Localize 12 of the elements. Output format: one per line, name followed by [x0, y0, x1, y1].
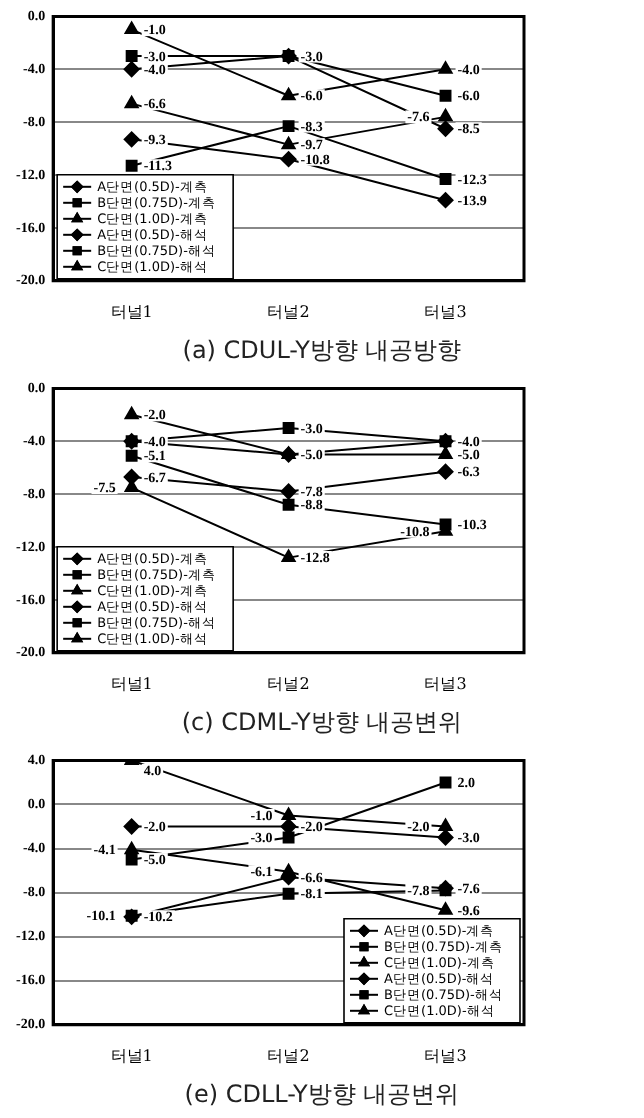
x-tick-label: 터널1 [110, 302, 153, 321]
x-tick-label: 터널2 [267, 674, 310, 693]
text: (c) CDML-Y방향 내공변위 [179, 706, 465, 740]
x-tick-label: 터널3 [424, 1046, 467, 1065]
x-tick-label: 터널1 [110, 1046, 153, 1065]
text: (e) CDLL-Y방향 내공변위 [182, 1078, 462, 1112]
text: (a) CDUL-Y방향 내공방향 [180, 334, 464, 368]
x-tick-label: 터널2 [267, 302, 310, 321]
x-tick-label: 터널2 [267, 1046, 310, 1065]
x-tick-label: 터널3 [424, 674, 467, 693]
x-tick-label: 터널3 [424, 302, 467, 321]
x-tick-label: 터널1 [110, 674, 153, 693]
